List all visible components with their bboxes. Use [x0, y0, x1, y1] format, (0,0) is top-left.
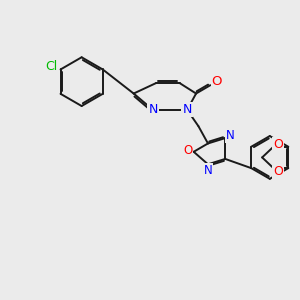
Text: O: O [273, 138, 283, 152]
Text: N: N [148, 103, 158, 116]
Text: N: N [204, 164, 212, 177]
Text: N: N [182, 103, 192, 116]
Text: N: N [226, 129, 235, 142]
Text: O: O [183, 144, 192, 157]
Text: O: O [212, 75, 222, 88]
Text: Cl: Cl [46, 60, 58, 73]
Text: O: O [273, 165, 283, 178]
